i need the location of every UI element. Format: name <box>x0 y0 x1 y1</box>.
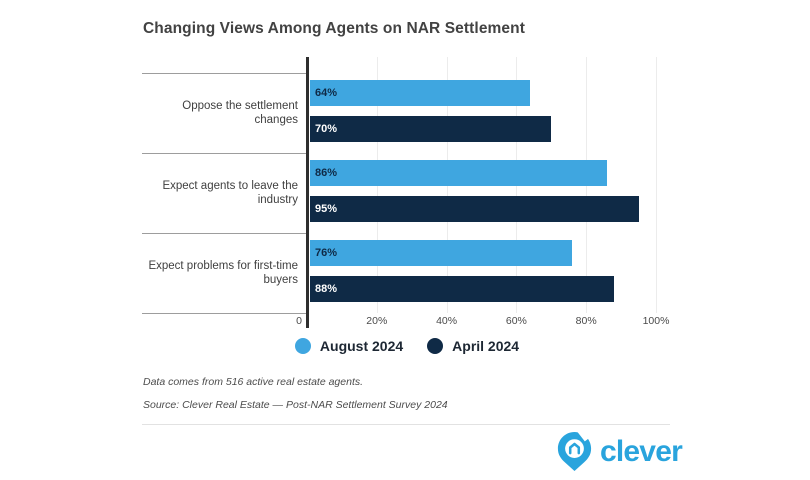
footnote-sample: Data comes from 516 active real estate a… <box>143 376 364 388</box>
legend: August 2024 April 2024 <box>142 336 672 356</box>
row-separator <box>142 313 307 314</box>
bar-chart: Oppose the settlement changes 64% 70% Expec… <box>142 57 682 329</box>
bar-april-2024: 95% <box>310 196 639 222</box>
clever-logo-text: clever <box>600 434 683 468</box>
chart-title: Changing Views Among Agents on NAR Settl… <box>143 20 525 37</box>
bar-august-2024: 76% <box>310 240 573 266</box>
row-separator <box>142 153 307 154</box>
legend-item-august-2024: August 2024 <box>294 338 404 354</box>
category-label: Expect agents to leave the industry <box>162 179 298 206</box>
bar-value-label: 76% <box>315 247 338 259</box>
category-label: Expect problems for first-time buyers <box>148 259 298 286</box>
row-separator <box>142 233 307 234</box>
x-tick-0: 0 <box>296 315 302 327</box>
x-tick-60: 60% <box>505 315 527 327</box>
bar-value-label: 64% <box>315 87 338 99</box>
bar-value-label: 88% <box>315 283 338 295</box>
legend-label: August 2024 <box>319 338 404 354</box>
bar-april-2024: 70% <box>310 116 552 142</box>
bar-value-label: 86% <box>315 167 338 179</box>
row-separator <box>142 73 307 74</box>
clever-pin-house-icon <box>557 431 592 472</box>
x-tick-100: 100% <box>642 315 670 327</box>
clever-logo: clever <box>556 431 683 472</box>
bar-value-label: 70% <box>315 123 338 135</box>
gridline-100 <box>656 57 657 313</box>
legend-dot-icon <box>427 338 444 354</box>
legend-dot-icon <box>294 338 311 354</box>
footnote-source: Source: Clever Real Estate — Post-NAR Se… <box>143 399 448 411</box>
x-tick-80: 80% <box>575 315 597 327</box>
bar-april-2024: 88% <box>310 276 615 302</box>
bar-value-label: 95% <box>315 203 338 215</box>
category-label: Oppose the settlement changes <box>182 99 298 126</box>
legend-label: April 2024 <box>452 338 520 354</box>
bar-august-2024: 64% <box>310 80 531 106</box>
footer-divider <box>142 424 670 425</box>
x-tick-40: 40% <box>436 315 458 327</box>
x-tick-20: 20% <box>366 315 388 327</box>
legend-item-april-2024: April 2024 <box>427 338 519 354</box>
x-axis-zero-line <box>306 57 309 328</box>
bar-august-2024: 86% <box>310 160 608 186</box>
